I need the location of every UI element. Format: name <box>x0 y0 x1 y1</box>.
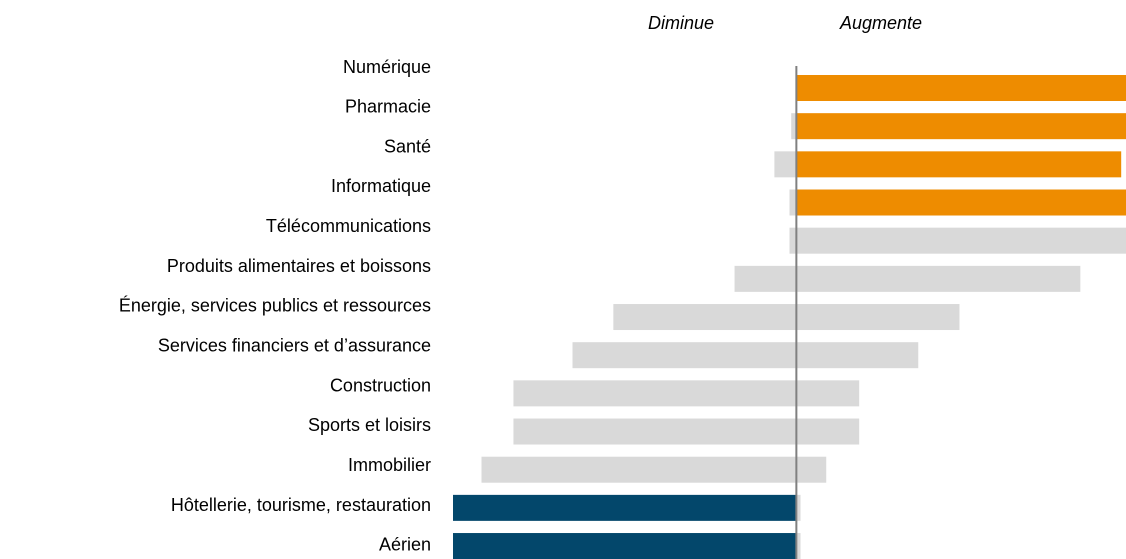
category-label: Pharmacie <box>345 97 431 117</box>
category-label: Services financiers et d’assurance <box>158 336 431 356</box>
bar <box>513 418 797 445</box>
category-label: Sports et loisirs <box>308 415 431 435</box>
bar <box>796 75 1126 101</box>
bar <box>796 304 960 331</box>
series-header: Augmente <box>839 13 922 33</box>
series-header: Diminue <box>648 13 714 33</box>
bar <box>796 418 860 445</box>
bar <box>796 456 827 483</box>
category-label: Informatique <box>331 176 431 196</box>
bar <box>789 189 797 216</box>
bar <box>796 533 801 559</box>
category-label: Immobilier <box>348 455 431 475</box>
bar <box>481 456 797 483</box>
category-label: Santé <box>384 136 431 156</box>
bar <box>796 151 1122 178</box>
category-label: Aérien <box>379 535 431 555</box>
bar <box>789 227 797 254</box>
bar <box>453 533 797 559</box>
bar <box>796 494 801 521</box>
category-label: Énergie, services publics et ressources <box>119 296 431 316</box>
bar <box>453 494 797 521</box>
bar <box>796 380 860 407</box>
bar <box>791 113 797 140</box>
category-label: Numérique <box>343 57 431 77</box>
bar <box>572 342 797 369</box>
bar <box>796 265 1081 292</box>
bar <box>796 113 1126 140</box>
bar <box>796 227 1126 254</box>
bar <box>613 304 797 331</box>
category-label: Produits alimentaires et boissons <box>167 256 431 276</box>
bar <box>796 189 1126 216</box>
bar <box>774 151 797 178</box>
bar <box>513 380 797 407</box>
bar <box>734 265 797 292</box>
category-label: Télécommunications <box>266 216 431 236</box>
bar <box>796 342 919 369</box>
category-label: Hôtellerie, tourisme, restauration <box>171 495 431 515</box>
category-label: Construction <box>330 375 431 395</box>
